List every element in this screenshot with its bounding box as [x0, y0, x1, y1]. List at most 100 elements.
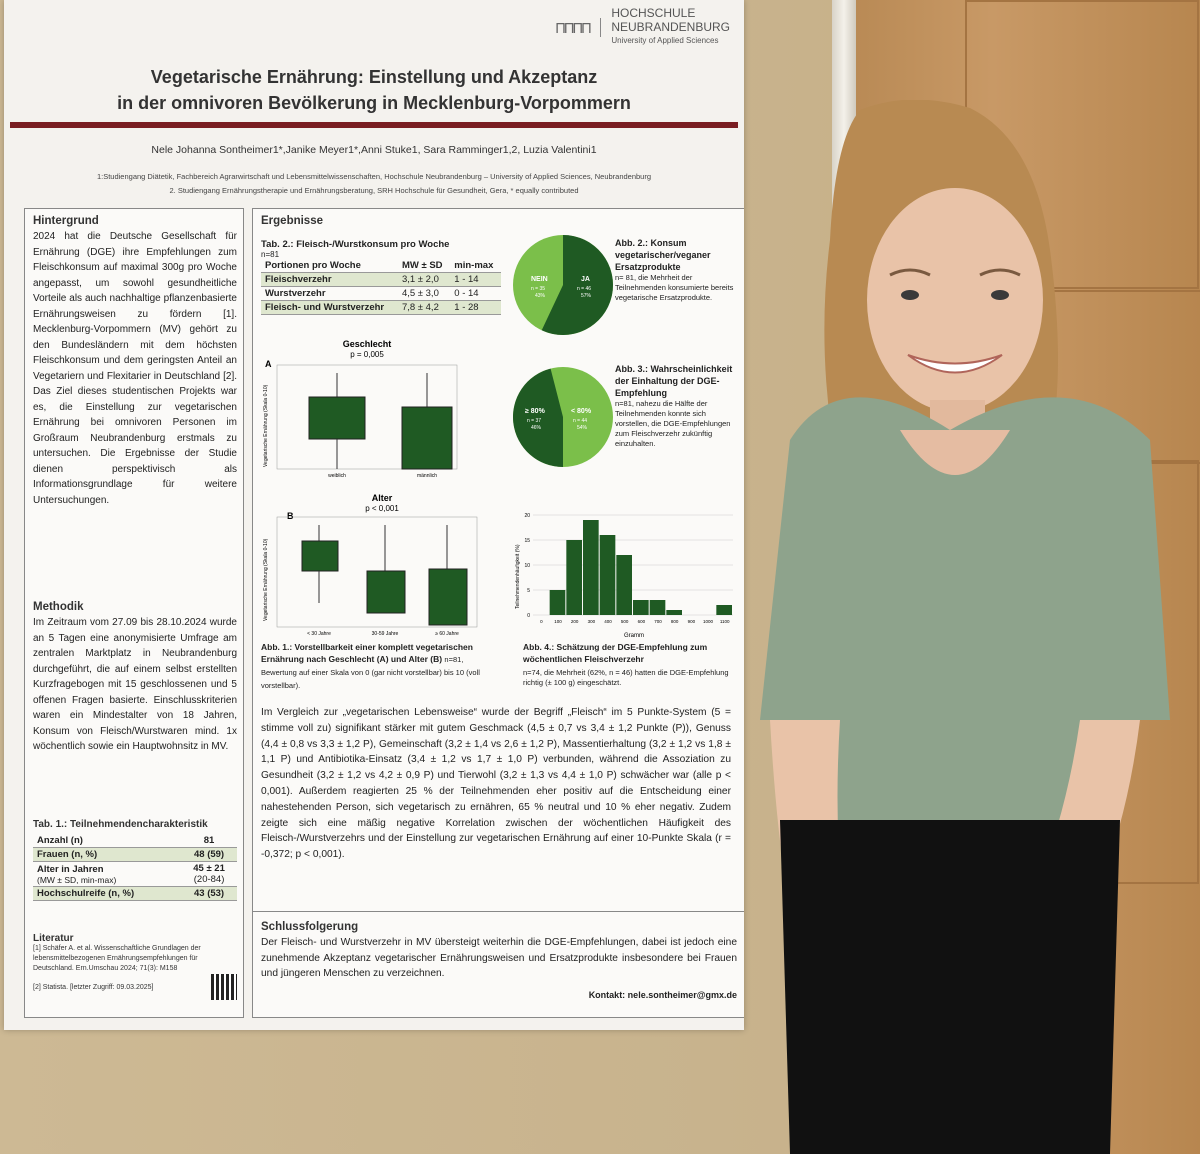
- university-logo: ⊓⊓⊓⊓ HOCHSCHULE NEUBRANDENBURG Universit…: [556, 6, 730, 48]
- pie3-lt-pct: 54%: [577, 425, 588, 431]
- methodik-heading: Methodik: [33, 601, 84, 613]
- affil-line1: 1:Studiengang Diätetik, Fachbereich Agra…: [96, 172, 652, 181]
- table-row: Anzahl (n) 81: [33, 834, 237, 848]
- title-line2: in der omnivoren Bevölkerung in Mecklenb…: [117, 93, 631, 113]
- title-divider: [10, 122, 738, 128]
- boxplot-b-cat0: < 30 Jahre: [307, 631, 331, 637]
- authors: Nele Johanna Sontheimer1*,Janike Meyer1*…: [151, 144, 597, 156]
- hist-ytick: 5: [527, 588, 530, 594]
- pie-slice-ge80: [513, 368, 563, 467]
- tab2-heading: Tab. 2.: Fleisch-/Wurstkonsum pro Woche: [261, 239, 450, 250]
- table-row: Alter in Jahren (MW ± SD, min-max) 45 ± 21…: [33, 861, 237, 887]
- boxplot-a-letter: A: [265, 359, 272, 369]
- person-presenter: [760, 100, 1170, 1154]
- pie-abb2: NEIN n = 35 43% JA n = 46 57%: [513, 235, 613, 335]
- schluss-text: Der Fleisch- und Wurstverzehr in MV über…: [261, 937, 737, 979]
- hist-xtick: 900: [688, 619, 696, 624]
- box-over60: [428, 568, 468, 626]
- literatur-heading: Literatur: [33, 933, 74, 944]
- hintergrund-text: 2024 hat die Deutsche Gesellschaft für E…: [33, 231, 237, 506]
- abb3-title: Abb. 3.: Wahrscheinlichkeit der Einhaltu…: [615, 364, 733, 398]
- hist-ytick: 20: [524, 513, 530, 519]
- boxplot-b-frame: [276, 516, 478, 628]
- table-row: Frauen (n, %) 48 (59): [33, 847, 237, 862]
- box-maennlich: [401, 406, 453, 470]
- hintergrund-heading: Hintergrund: [33, 215, 99, 227]
- hist-xtick: 600: [638, 619, 646, 624]
- pie3-lt-n: n = 44: [573, 418, 587, 424]
- hist-ytick: 10: [524, 563, 530, 569]
- hist-xtick: 1000: [703, 619, 714, 624]
- pie2-ja-label: JA: [581, 276, 590, 283]
- pie3-ge-label: ≥ 80%: [525, 408, 546, 415]
- abb1-caption: Abb. 1.: Vorstellbarkeit einer komplett …: [261, 642, 473, 664]
- face: [867, 188, 1043, 412]
- logo-line1: HOCHSCHULE: [611, 6, 696, 20]
- abb2-caption-block: Abb. 2.: Konsum vegetarischer/veganer Er…: [615, 237, 741, 303]
- pie2-ja-n: n = 46: [577, 286, 591, 292]
- kontakt-email: Kontakt: nele.sontheimer@gmx.de: [588, 989, 737, 1000]
- affil-line2: 2. Studiengang Ernährungstherapie und Er…: [169, 186, 579, 195]
- hist-bar: [616, 555, 632, 615]
- table-row: Hochschulreife (n, %) 43 (53): [33, 886, 237, 901]
- affiliations: 1:Studiengang Diätetik, Fachbereich Agra…: [24, 170, 724, 198]
- boxplot-a-ylabel: Vegetarische Ernährung (Skala 0-10): [263, 384, 269, 467]
- literatur-ref2: [2] Statista. [letzter Zugriff: 09.03.20…: [33, 983, 154, 991]
- boxplot-a-p: p = 0,005: [350, 350, 384, 359]
- boxplot-a-frame: [276, 364, 458, 470]
- abb3-caption-block: Abb. 3.: Wahrscheinlichkeit der Einhaltu…: [615, 363, 741, 449]
- hist-xtick: 700: [654, 619, 662, 624]
- black-trousers: [780, 820, 1120, 1154]
- results-text: Im Vergleich zur „vegetarischen Lebenswe…: [261, 707, 731, 861]
- boxplot-b-p: p < 0,001: [365, 504, 399, 513]
- eyebrow-left: [889, 268, 931, 277]
- boxplot-b-ylabel: Vegetarische Ernährung (Skala 0-10): [263, 538, 269, 621]
- table-row: Portionen pro Woche MW ± SD min-max: [261, 259, 501, 273]
- boxplot-a: Geschlecht p = 0,005 A Vegetarische Ernä…: [263, 339, 458, 479]
- pie2-ja-pct: 57%: [581, 293, 592, 299]
- abb4-caption-block: Abb. 4.: Schätzung der DGE-Empfehlung zu…: [523, 641, 741, 688]
- pie3-lt-label: < 80%: [571, 408, 592, 415]
- abb1-caption-block: Abb. 1.: Vorstellbarkeit einer komplett …: [261, 641, 501, 692]
- boxplot-a-cat0: weiblich: [328, 473, 346, 479]
- tab2-n: n=81: [261, 250, 280, 259]
- abb2-title: Abb. 2.: Konsum vegetarischer/veganer Er…: [615, 238, 711, 272]
- hist-xtick: 0: [540, 619, 543, 624]
- methodik-text: Im Zeitraum vom 27.09 bis 28.10.2024 wur…: [33, 617, 237, 752]
- poster-title: Vegetarische Ernährung: Einstellung und …: [24, 64, 724, 116]
- pie2-nein-label: NEIN: [531, 276, 548, 283]
- tab1-table: Anzahl (n) 81 Frauen (n, %) 48 (59) Alter …: [33, 834, 237, 901]
- tab2-table: Portionen pro Woche MW ± SD min-max Fleisc…: [261, 259, 501, 315]
- qr-code-icon: [211, 974, 237, 1000]
- boxplot-b: Alter p < 0,001 B Vegetarische Ernährung…: [263, 493, 478, 637]
- hist-ytick: 0: [527, 613, 530, 619]
- hist-ytick: 15: [524, 538, 530, 544]
- hist-xtick: 400: [604, 619, 612, 624]
- table-row: Fleischverzehr 3,1 ± 2,0 1 - 14: [261, 272, 501, 287]
- eyebrow-right: [979, 268, 1021, 277]
- logo-line2: NEUBRANDENBURG: [611, 20, 730, 34]
- hist-bar: [599, 535, 616, 615]
- hist-bar: [566, 540, 582, 615]
- box-weiblich: [308, 396, 366, 440]
- abb2-text: n= 81, die Mehrheit der Teilnehmenden ko…: [615, 273, 734, 302]
- logo-line3: University of Applied Sciences: [611, 36, 719, 45]
- boxplot-b-cat2: ≥ 60 Jahre: [435, 631, 459, 637]
- hist-bar: [716, 605, 732, 615]
- box-under30: [301, 540, 339, 572]
- hist-xtick: 300: [588, 619, 596, 624]
- eye-right: [991, 290, 1009, 300]
- histogram-abb4: Teilnehmendenhäufigkeit (%) 0 100 200 300 40…: [515, 513, 733, 639]
- literatur-ref1: [1] Schäfer A. et al. Wissenschaftliche …: [33, 945, 201, 972]
- pie-abb3: ≥ 80% n = 37 46% < 80% n = 44 54%: [513, 367, 613, 467]
- hist-bar: [583, 520, 599, 615]
- table-row: Fleisch- und Wurstverzehr 7,8 ± 4,2 1 - 28: [261, 300, 501, 315]
- pie3-ge-pct: 46%: [531, 425, 542, 431]
- boxplot-b-title: Alter: [372, 493, 393, 503]
- left-column: Hintergrund 2024 hat die Deutsche Gesell…: [24, 208, 244, 1018]
- right-column: Ergebnisse Tab. 2.: Fleisch-/Wurstkonsum…: [252, 208, 744, 1018]
- hist-bar: [649, 600, 666, 615]
- hist-ylabel: Teilnehmendenhäufigkeit (%): [515, 544, 521, 609]
- abb3-text: n=81, nahezu die Hälfte der Teilnehmende…: [615, 399, 731, 448]
- boxplot-a-title: Geschlecht: [343, 339, 392, 349]
